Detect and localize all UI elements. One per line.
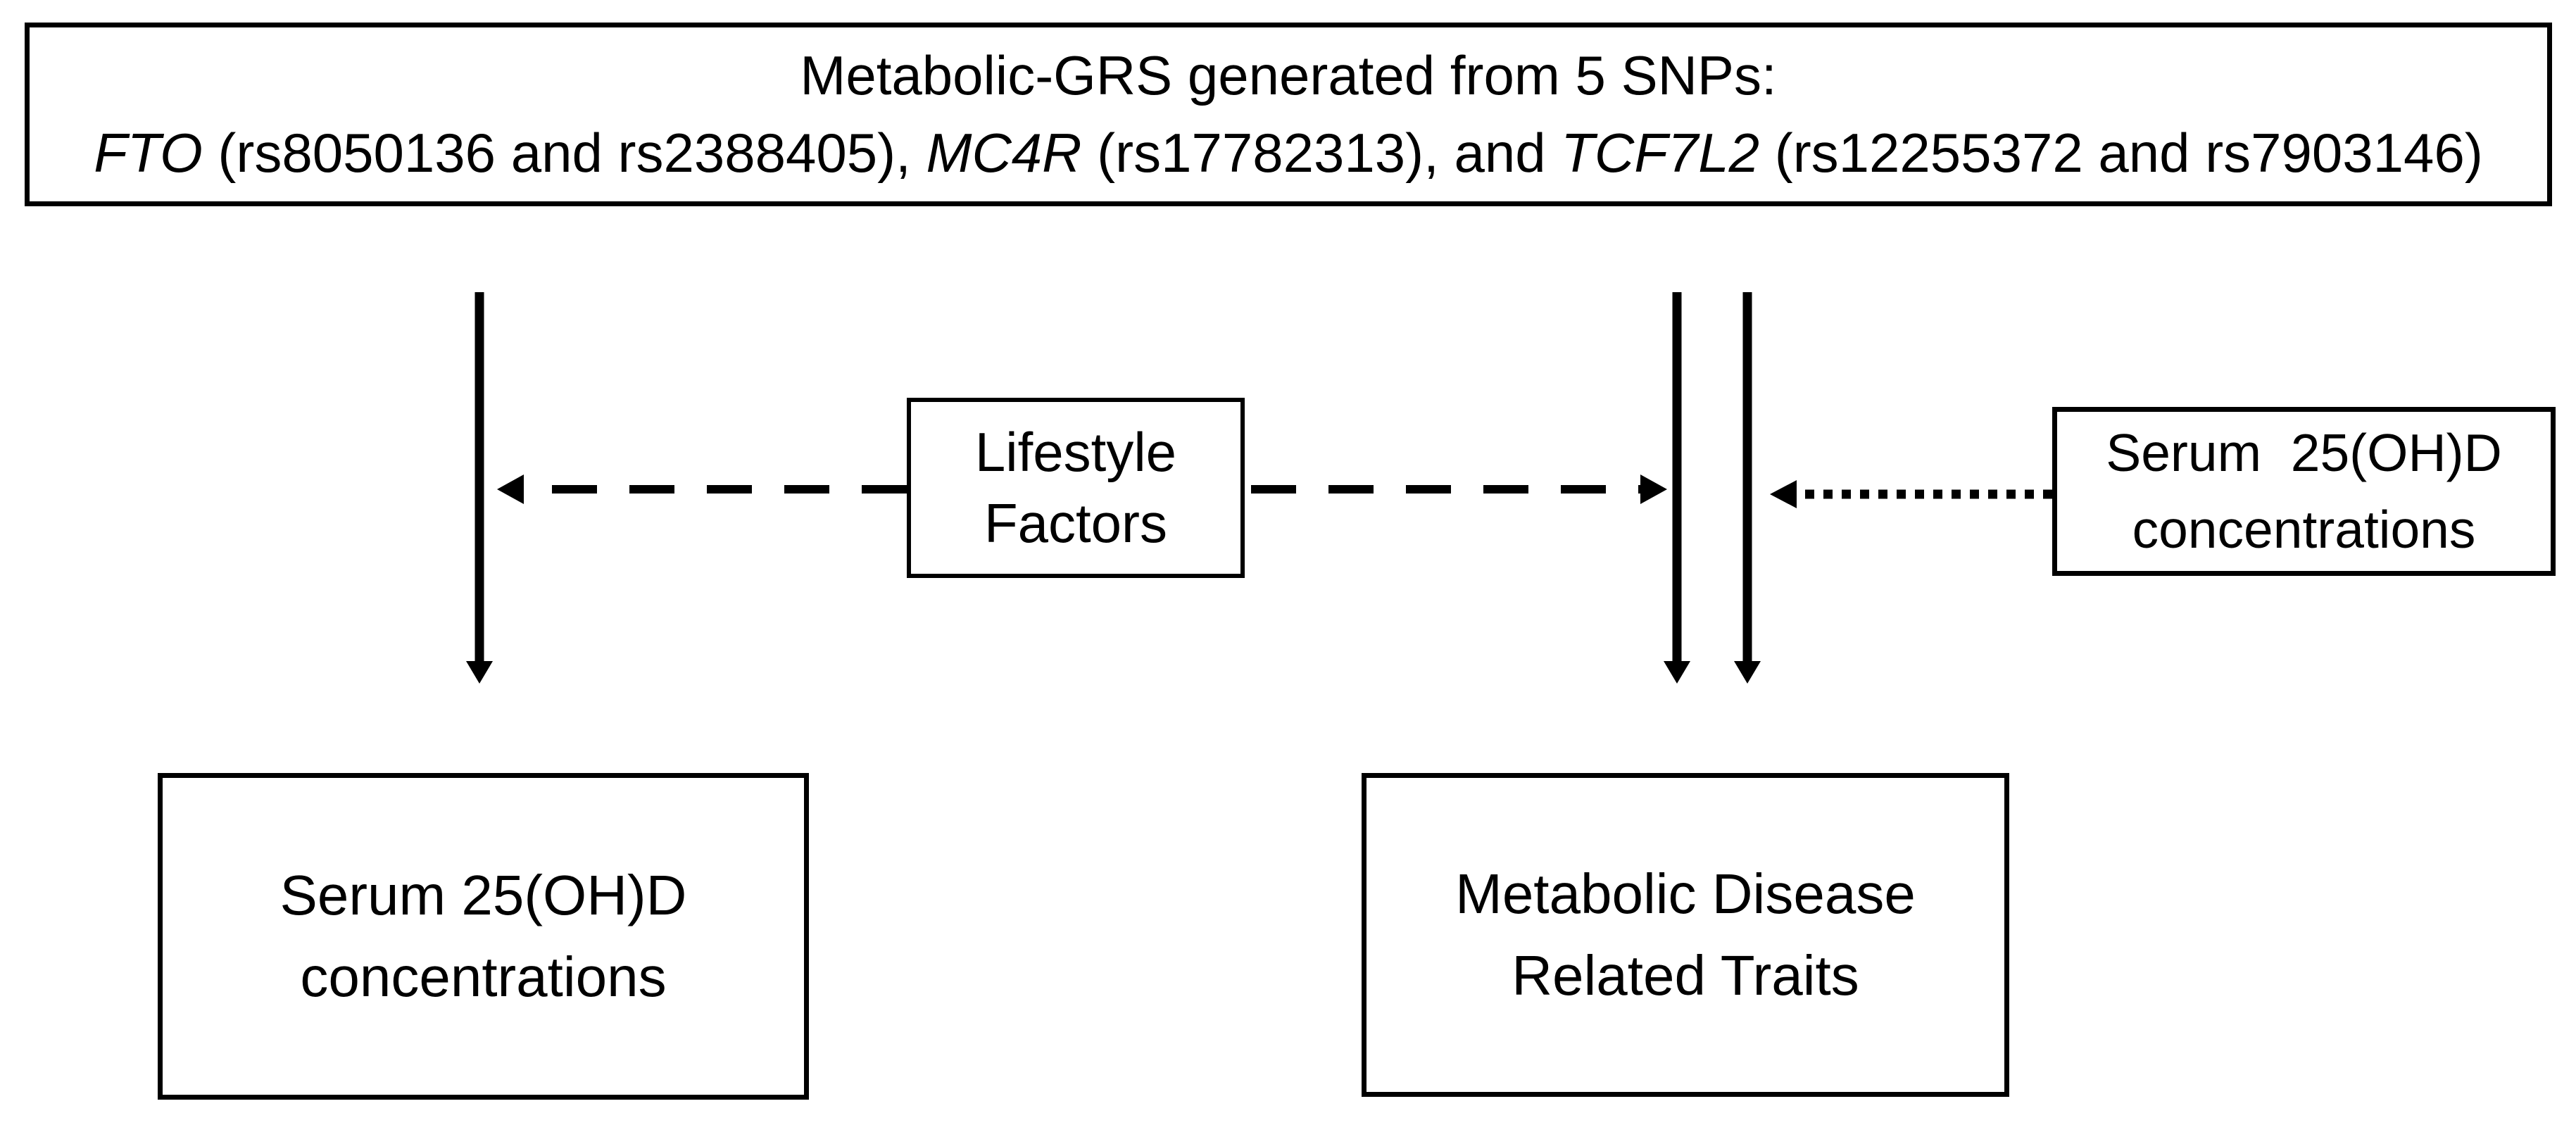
dashed-arrow-lifestyle-to-right-path [1251, 474, 1667, 504]
grs-box-line2: FTO (rs8050136 and rs2388405), MC4R (rs1… [94, 115, 2483, 191]
lifestyle-factors-box: Lifestyle Factors [907, 398, 1245, 578]
fto-snps: (rs8050136 and rs2388405), [202, 121, 926, 184]
serum-side-box-line1: Serum 25(OH)D [2106, 423, 2502, 483]
serum-side-box-line2: concentrations [2132, 500, 2476, 559]
lifestyle-box-line1: Lifestyle [974, 420, 1177, 483]
serum-bottom-box-line2: concentrations [300, 945, 667, 1008]
metabolic-box-line2: Related Traits [1512, 944, 1859, 1007]
solid-arrow-grs-to-traits-left [1664, 292, 1690, 684]
gene-mc4r: MC4R [926, 121, 1082, 184]
grs-box-line1: Metabolic-GRS generated from 5 SNPs: [800, 44, 1777, 107]
dotted-arrow-serum-to-traits-path [1770, 480, 2052, 508]
gene-fto: FTO [94, 121, 203, 184]
metabolic-box-line1: Metabolic Disease [1455, 862, 1916, 925]
mc4r-snps: (rs17782313), and [1081, 121, 1562, 184]
metabolic-disease-traits-box: Metabolic Disease Related Traits [1362, 773, 2009, 1097]
gene-tcf7l2: TCF7L2 [1561, 121, 1760, 184]
solid-arrow-grs-to-traits-right [1734, 292, 1761, 684]
grs-box: Metabolic-GRS generated from 5 SNPs: FTO… [25, 23, 2552, 206]
dashed-arrow-lifestyle-to-left-path [497, 474, 907, 504]
serum-25ohd-side-box: Serum 25(OH)D concentrations [2052, 407, 2556, 576]
serum-25ohd-outcome-box: Serum 25(OH)D concentrations [158, 773, 809, 1100]
solid-arrow-grs-to-serum [466, 292, 493, 684]
tcf7l2-snps: (rs12255372 and rs7903146) [1759, 121, 2483, 184]
serum-bottom-box-line1: Serum 25(OH)D [279, 864, 687, 926]
lifestyle-box-line2: Factors [984, 492, 1168, 554]
